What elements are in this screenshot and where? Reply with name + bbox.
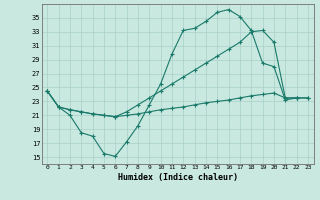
- X-axis label: Humidex (Indice chaleur): Humidex (Indice chaleur): [118, 173, 237, 182]
